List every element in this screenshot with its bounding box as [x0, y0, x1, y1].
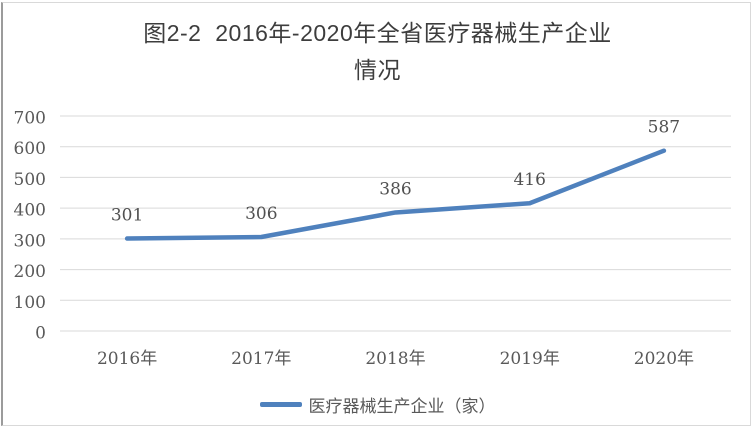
y-axis-tick-label: 200	[14, 262, 46, 282]
chart-title: 图2-2 2016年-2020年全省医疗器械生产企业 情况	[0, 15, 755, 89]
legend-series-label: 医疗器械生产企业（家）	[308, 397, 496, 417]
y-axis-tick-label: 700	[14, 109, 46, 129]
legend-line-swatch	[259, 402, 302, 407]
y-axis-tick-label: 0	[35, 324, 46, 344]
data-label: 306	[245, 204, 277, 224]
y-axis-tick-label: 400	[14, 201, 46, 221]
chart-title-line-2: 情况	[354, 57, 401, 83]
data-label: 416	[513, 170, 545, 190]
x-axis-tick-label: 2019年	[500, 349, 560, 369]
x-axis-tick-label: 2020年	[634, 349, 694, 369]
data-label: 386	[379, 179, 411, 199]
chart-legend: 医疗器械生产企业（家）	[0, 392, 755, 417]
x-axis-tick-label: 2016年	[97, 349, 157, 369]
data-label: 587	[648, 118, 680, 138]
x-axis-tick-label: 2017年	[231, 349, 291, 369]
y-axis-tick-label: 300	[14, 231, 46, 251]
series-line	[124, 148, 667, 241]
y-axis-tick-label: 100	[14, 293, 46, 313]
data-label: 301	[111, 206, 143, 226]
y-axis-tick-label: 500	[14, 170, 46, 190]
x-axis-tick-label: 2018年	[365, 349, 425, 369]
chart-title-line-1: 图2-2 2016年-2020年全省医疗器械生产企业	[143, 20, 612, 46]
y-axis-tick-label: 600	[14, 139, 46, 159]
